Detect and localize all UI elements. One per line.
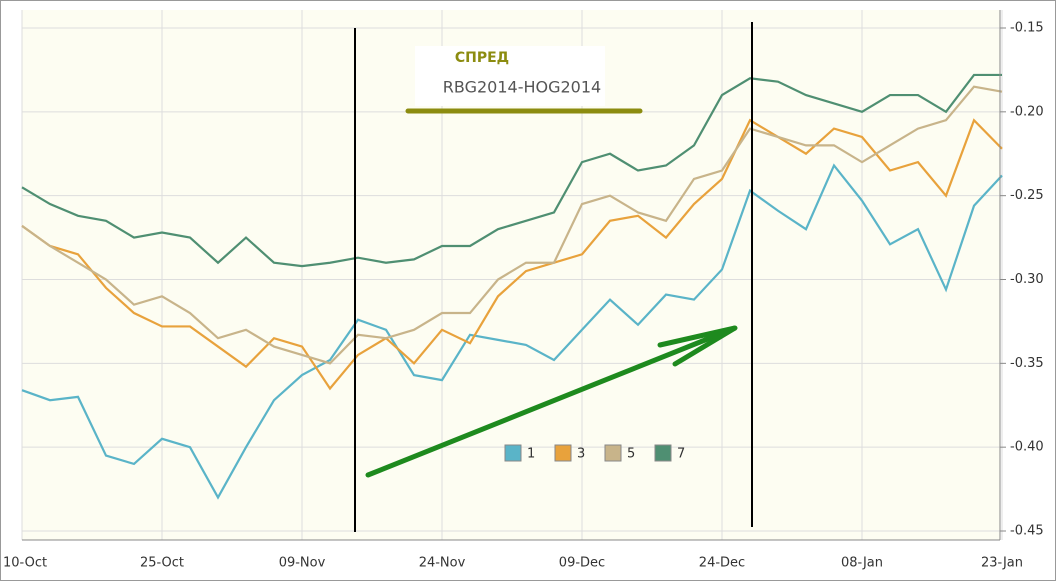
arrow — [365, 325, 738, 478]
y-tick-label: -0.35 — [1010, 356, 1044, 371]
y-tick-label: -0.25 — [1010, 188, 1044, 203]
legend-swatch — [554, 444, 572, 462]
x-tick-label: 09-Nov — [279, 556, 326, 571]
legend-label: 7 — [677, 447, 685, 462]
series-line — [21, 118, 1003, 391]
y-tick-label: -0.20 — [1010, 104, 1044, 119]
x-tick-label: 09-Dec — [559, 556, 605, 571]
annotation-box — [415, 46, 605, 106]
x-tick-label: 24-Dec — [699, 556, 745, 571]
legend-label: 5 — [627, 447, 635, 462]
x-tick-label: 23-Jan — [981, 556, 1023, 571]
annotation: СПРЕД — [455, 50, 509, 66]
series-line — [21, 85, 1003, 365]
y-tick-label: -0.40 — [1010, 440, 1044, 455]
y-tick-label: -0.15 — [1010, 21, 1044, 36]
y-tick-label: -0.45 — [1010, 524, 1044, 539]
legend-swatch — [604, 444, 622, 462]
legend-label: 3 — [577, 447, 585, 462]
x-tick-label: 08-Jan — [841, 556, 883, 571]
legend-swatch — [654, 444, 672, 462]
x-tick-label: 10-Oct — [3, 556, 47, 571]
x-tick-label: 25-Oct — [140, 556, 184, 571]
series-line — [21, 163, 1003, 500]
legend-label: 1 — [527, 447, 535, 462]
annotation: RBG2014-HOG2014 — [443, 78, 601, 97]
legend-swatch — [504, 444, 522, 462]
x-tick-label: 24-Nov — [419, 556, 466, 571]
series-line — [21, 73, 1002, 268]
y-tick-label: -0.30 — [1010, 272, 1044, 287]
